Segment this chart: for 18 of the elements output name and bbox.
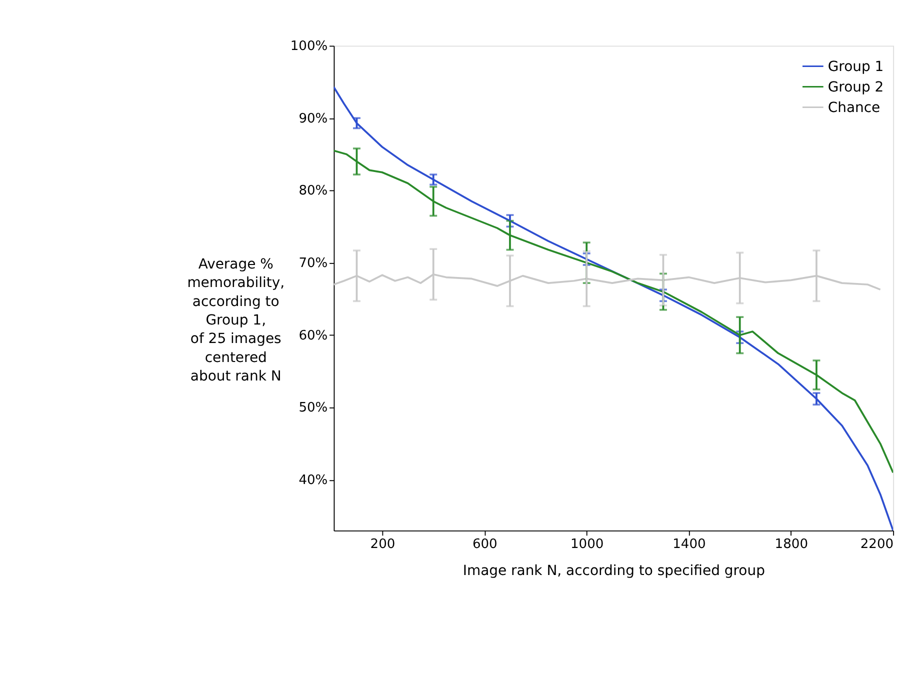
x-tick-label: 200 [370, 536, 396, 552]
legend-label: Group 1 [828, 58, 884, 75]
y-tick-label: 50% [298, 400, 328, 416]
y-tick-label: 40% [298, 473, 328, 488]
y-tick-label: 70% [298, 256, 328, 271]
y-tick-label: 80% [298, 184, 328, 199]
x-tick-label: 1400 [672, 536, 706, 552]
y-tick-label: 60% [298, 328, 328, 344]
legend-label: Chance [828, 100, 880, 116]
x-axis-title: Image rank N, according to specified group [462, 562, 766, 579]
legend-label: Group 2 [828, 79, 884, 96]
x-tick-label: 1800 [774, 536, 808, 552]
x-tick-label: 600 [472, 536, 498, 552]
y-tick-label: 90% [298, 111, 328, 126]
x-tick-label: 1000 [570, 536, 604, 552]
x-tick-label: 2200 [860, 536, 894, 552]
y-axis-title: Average % memorability, according to Group 1, of 25 images centered about rank N [187, 256, 285, 384]
y-tick-label: 100% [290, 38, 328, 54]
